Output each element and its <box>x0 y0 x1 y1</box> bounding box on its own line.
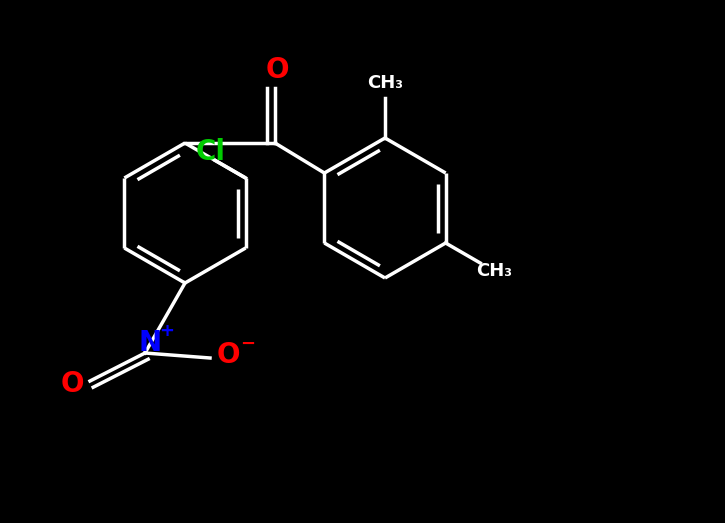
Text: O: O <box>60 370 84 398</box>
Text: O: O <box>216 341 240 369</box>
Text: Cl: Cl <box>195 139 225 166</box>
Text: CH₃: CH₃ <box>367 74 403 92</box>
Text: +: + <box>160 322 175 340</box>
Text: N: N <box>138 329 162 357</box>
Text: CH₃: CH₃ <box>476 262 512 280</box>
Text: O: O <box>265 56 289 84</box>
Text: −: − <box>241 335 255 353</box>
